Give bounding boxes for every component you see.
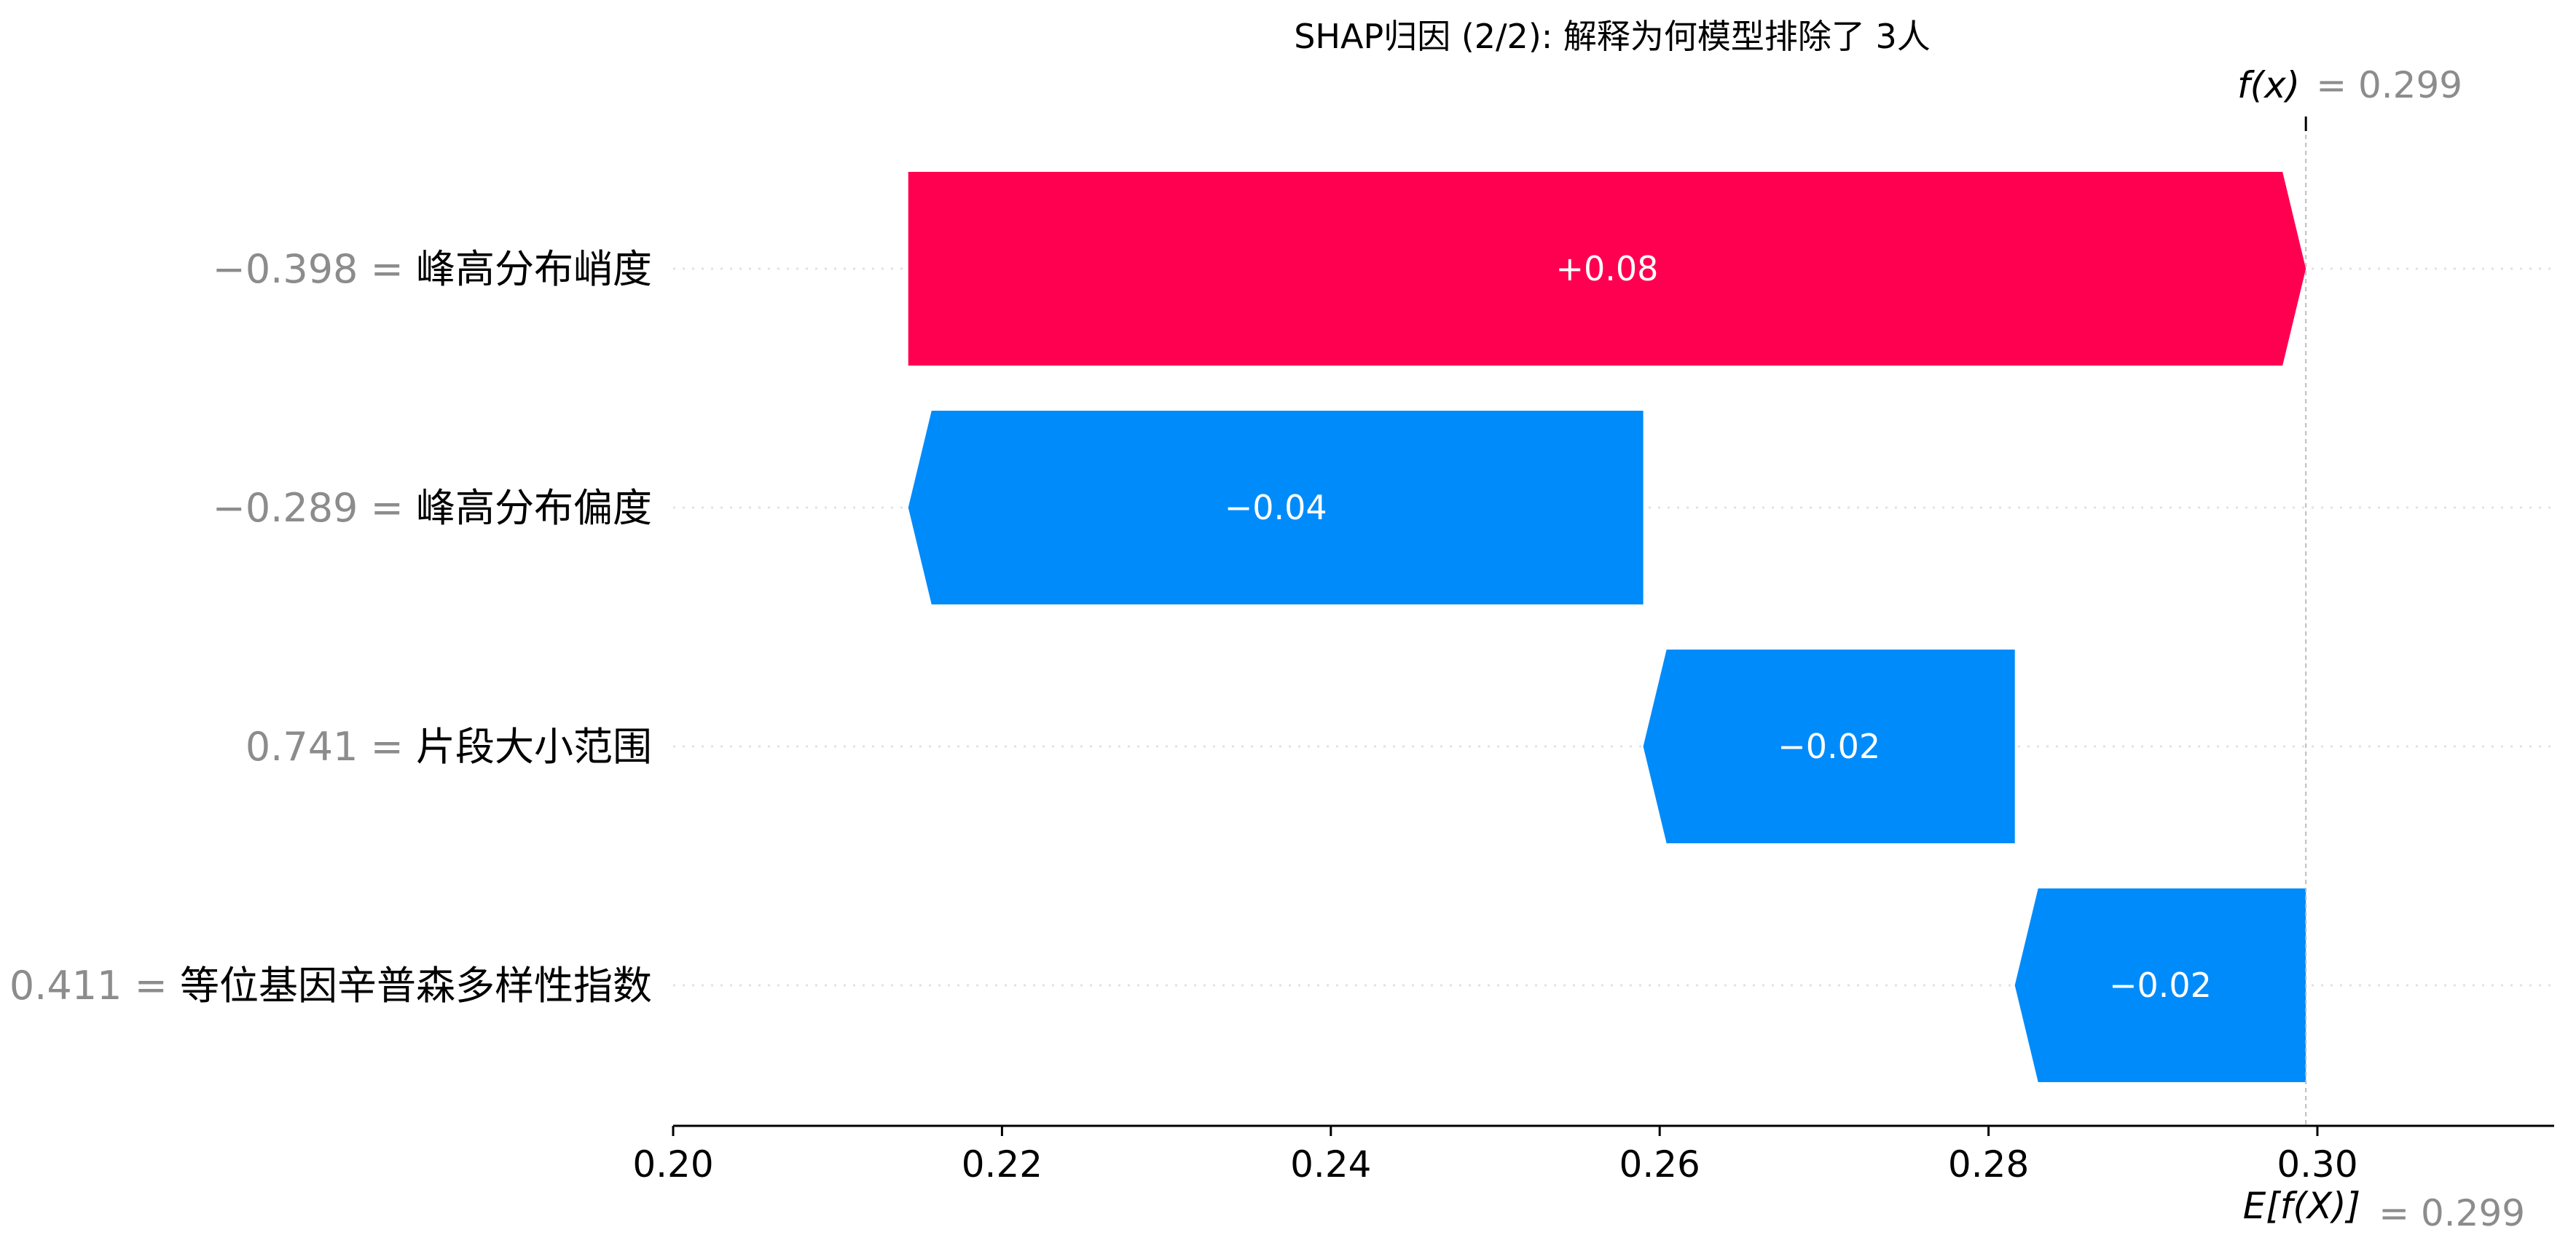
x-tick-label: 0.24 — [1290, 1143, 1371, 1186]
efx-value: = 0.299 — [2379, 1192, 2525, 1234]
x-tick-label: 0.22 — [962, 1143, 1042, 1186]
fx-label: f(x) — [2237, 64, 2300, 106]
x-tick-label: 0.30 — [2277, 1143, 2357, 1186]
shap-bar-label: +0.08 — [1555, 249, 1658, 288]
shap-bar — [908, 411, 1644, 604]
feature-label: 0.411 = 等位基因辛普森多样性指数 — [9, 963, 652, 1009]
fx-value: = 0.299 — [2316, 64, 2462, 106]
feature-name: 峰高分布偏度 — [416, 485, 652, 531]
x-tick-label: 0.20 — [632, 1143, 713, 1186]
bars-layer: +0.08 −0.04 −0.02 −0.02 — [908, 172, 2306, 1082]
feature-value: −0.398 = — [213, 246, 416, 292]
feature-rows: −0.398 = 峰高分布峭度 −0.289 = 峰高分布偏度 0.741 = 片段… — [9, 246, 2554, 1009]
feature-name: 等位基因辛普森多样性指数 — [180, 963, 652, 1009]
shap-bar-label: −0.02 — [2109, 966, 2212, 1005]
x-tick-label: 0.26 — [1619, 1143, 1700, 1186]
shap-bar — [908, 172, 2306, 366]
shap-bar-label: −0.02 — [1778, 727, 1880, 766]
x-axis: 0.20 0.22 0.24 0.26 0.28 0.30 — [632, 1124, 2554, 1186]
efx-label: E[f(X)] — [2243, 1185, 2360, 1227]
feature-label: −0.289 = 峰高分布偏度 — [213, 485, 652, 531]
feature-value: 0.411 = — [9, 963, 180, 1009]
feature-name: 片段大小范围 — [416, 724, 652, 770]
feature-label: 0.741 = 片段大小范围 — [246, 724, 652, 770]
x-tick-label: 0.28 — [1948, 1143, 2029, 1186]
feature-label: −0.398 = 峰高分布峭度 — [213, 246, 652, 292]
shap-bar — [2014, 888, 2306, 1082]
shap-bar — [1643, 650, 2015, 843]
shap-bar-label: −0.04 — [1225, 488, 1327, 527]
feature-name: 峰高分布峭度 — [416, 246, 652, 292]
chart-title: SHAP归因 (2/2): 解释为何模型排除了 3人 — [1294, 17, 1931, 56]
feature-value: 0.741 = — [246, 724, 416, 770]
value-markers: f(x) = 0.299 E[f(X)] = 0.299 — [2237, 64, 2525, 1234]
feature-value: −0.289 = — [213, 485, 416, 531]
